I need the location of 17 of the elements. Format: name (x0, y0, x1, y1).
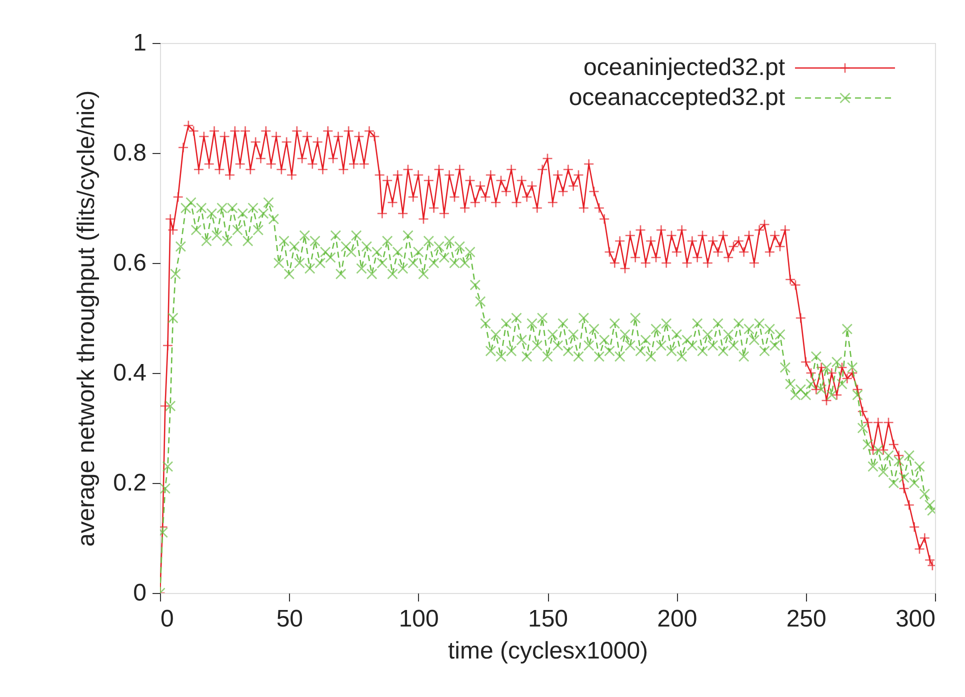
x-tick-label: 100 (398, 606, 439, 632)
y-tick-label: 1 (133, 30, 146, 56)
y-axis-title: average network throughput (flits/cycle/nic) (73, 90, 100, 547)
legend-label: oceanaccepted32.pt (568, 84, 786, 111)
x-tick-label: 300 (895, 606, 936, 632)
y-tick-label: 0.6 (113, 250, 146, 276)
y-tick-label: 0.4 (113, 360, 146, 386)
y-tick-label: 0.8 (113, 140, 146, 166)
legend-label: oceaninjected32.pt (584, 54, 786, 81)
y-tick-label: 0 (133, 580, 146, 606)
x-tick-label: 150 (528, 606, 568, 632)
x-tick-label: 200 (657, 606, 698, 632)
x-tick-label: 0 (160, 606, 174, 632)
x-axis-title: time (cyclesx1000) (448, 638, 648, 664)
x-tick-label: 250 (786, 606, 826, 632)
x-tick-label: 50 (276, 606, 304, 632)
y-tick-label: 0.2 (113, 470, 146, 496)
